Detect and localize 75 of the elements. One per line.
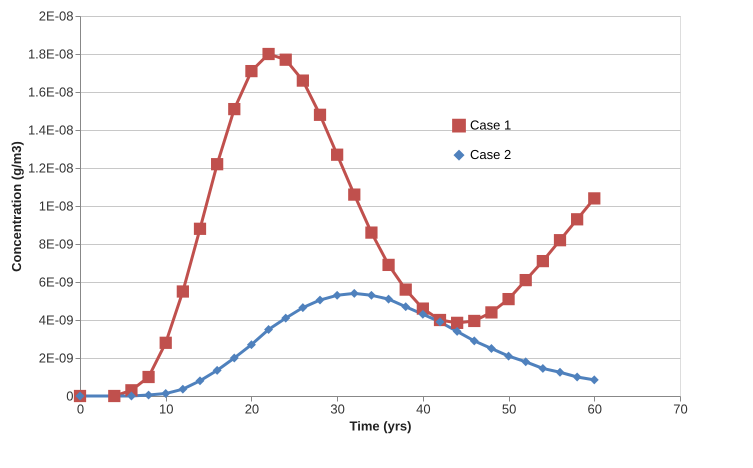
- point: [538, 364, 548, 373]
- x-tick-label: 70: [673, 402, 688, 416]
- point: [245, 64, 258, 78]
- point: [504, 352, 514, 361]
- point: [486, 344, 496, 353]
- y-tick-label: 6E-09: [38, 274, 74, 290]
- point: [246, 340, 256, 350]
- y-tick-label: 1.6E-08: [28, 84, 74, 100]
- x-tick-label: 20: [244, 402, 260, 416]
- point: [211, 158, 224, 170]
- legend-label: Case 2: [470, 147, 512, 162]
- point: [350, 288, 359, 298]
- y-tick-label: 2E-09: [38, 350, 74, 366]
- point: [194, 222, 206, 235]
- y-tick-label: 2E-08: [38, 8, 74, 24]
- y-tick-label: 8E-09: [38, 236, 74, 252]
- point: [588, 192, 600, 205]
- point: [228, 102, 240, 116]
- x-tick-label: 60: [588, 402, 602, 416]
- point: [348, 188, 360, 201]
- point: [264, 325, 274, 334]
- point: [176, 285, 189, 298]
- point: [298, 303, 308, 312]
- x-tick-label: 10: [158, 402, 174, 416]
- point: [230, 354, 239, 362]
- point: [296, 74, 309, 87]
- point: [316, 296, 324, 305]
- x-axis-title: Time (yrs): [350, 418, 412, 434]
- point: [280, 54, 292, 66]
- y-tick-label: 1E-08: [38, 198, 74, 214]
- point: [470, 336, 479, 346]
- point: [212, 366, 222, 375]
- point: [384, 294, 394, 304]
- point: [521, 357, 530, 366]
- point: [178, 384, 188, 394]
- point: [161, 389, 170, 398]
- point: [418, 310, 428, 319]
- y-axis-title: Concentration (g/m3): [8, 141, 24, 272]
- point: [572, 372, 582, 382]
- point: [502, 292, 515, 306]
- y-tick-label: 1.2E-08: [28, 160, 74, 176]
- point: [281, 314, 290, 323]
- point: [468, 314, 480, 328]
- point: [196, 376, 204, 386]
- point: [108, 390, 120, 402]
- x-tick-label: 0: [76, 402, 84, 416]
- point: [452, 326, 462, 336]
- point: [556, 368, 564, 377]
- y-tick-label: 1.4E-08: [28, 122, 74, 138]
- point: [126, 392, 136, 400]
- legend-label: Case 1: [470, 118, 512, 133]
- point: [485, 306, 498, 319]
- y-tick-label: 0: [66, 388, 74, 404]
- point: [160, 336, 172, 349]
- x-tick-label: 50: [502, 402, 516, 416]
- y-tick-label: 4E-09: [38, 312, 74, 328]
- point: [590, 375, 599, 384]
- point: [262, 48, 275, 60]
- point: [401, 302, 410, 312]
- point: [331, 148, 344, 161]
- point: [571, 213, 584, 226]
- x-tick-label: 40: [416, 402, 431, 416]
- point: [520, 274, 532, 286]
- point: [382, 258, 395, 272]
- point: [451, 316, 464, 329]
- point: [554, 234, 566, 246]
- point: [536, 254, 549, 268]
- point: [366, 290, 376, 300]
- point: [314, 108, 326, 121]
- point: [142, 370, 155, 384]
- x-tick-label: 30: [330, 402, 345, 416]
- point: [400, 283, 412, 296]
- point: [365, 226, 378, 239]
- y-tick-label: 1.8E-08: [28, 46, 74, 62]
- point: [332, 290, 342, 300]
